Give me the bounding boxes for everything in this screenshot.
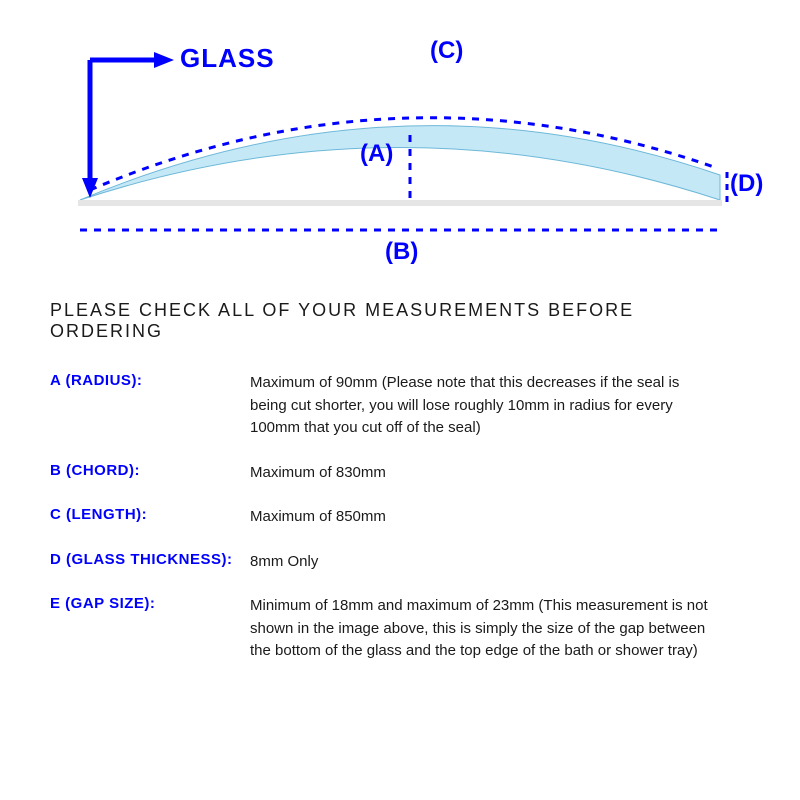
- label-c: (C): [430, 37, 463, 65]
- spec-list: A (RADIUS):Maximum of 90mm (Please note …: [50, 372, 750, 663]
- spec-key: C (LENGTH):: [50, 506, 250, 529]
- glass-shape: [80, 126, 720, 200]
- glass-arrow-head-right: [154, 52, 174, 68]
- spec-row: E (GAP SIZE):Minimum of 18mm and maximum…: [50, 595, 750, 663]
- measurement-diagram: GLASS (C) (A) (B) (D): [50, 40, 750, 270]
- spec-value: Maximum of 90mm (Please note that this d…: [250, 372, 710, 440]
- spec-row: D (GLASS THICKNESS):8mm Only: [50, 551, 750, 574]
- spec-value: Maximum of 830mm: [250, 462, 386, 485]
- glass-label: GLASS: [180, 43, 275, 74]
- spec-key: A (RADIUS):: [50, 372, 250, 440]
- spec-value: Maximum of 850mm: [250, 506, 386, 529]
- label-b: (B): [385, 238, 418, 266]
- glass-arrow: [90, 60, 154, 180]
- heading: PLEASE CHECK ALL OF YOUR MEASUREMENTS BE…: [50, 300, 750, 342]
- spec-key: B (CHORD):: [50, 462, 250, 485]
- spec-key: D (GLASS THICKNESS):: [50, 551, 250, 574]
- spec-value: 8mm Only: [250, 551, 318, 574]
- spec-row: C (LENGTH):Maximum of 850mm: [50, 506, 750, 529]
- label-a: (A): [360, 140, 393, 168]
- label-d: (D): [730, 170, 763, 198]
- spec-key: E (GAP SIZE):: [50, 595, 250, 663]
- spec-row: A (RADIUS):Maximum of 90mm (Please note …: [50, 372, 750, 440]
- spec-row: B (CHORD):Maximum of 830mm: [50, 462, 750, 485]
- spec-value: Minimum of 18mm and maximum of 23mm (Thi…: [250, 595, 710, 663]
- diagram-svg: [50, 40, 750, 270]
- baseline: [78, 200, 722, 206]
